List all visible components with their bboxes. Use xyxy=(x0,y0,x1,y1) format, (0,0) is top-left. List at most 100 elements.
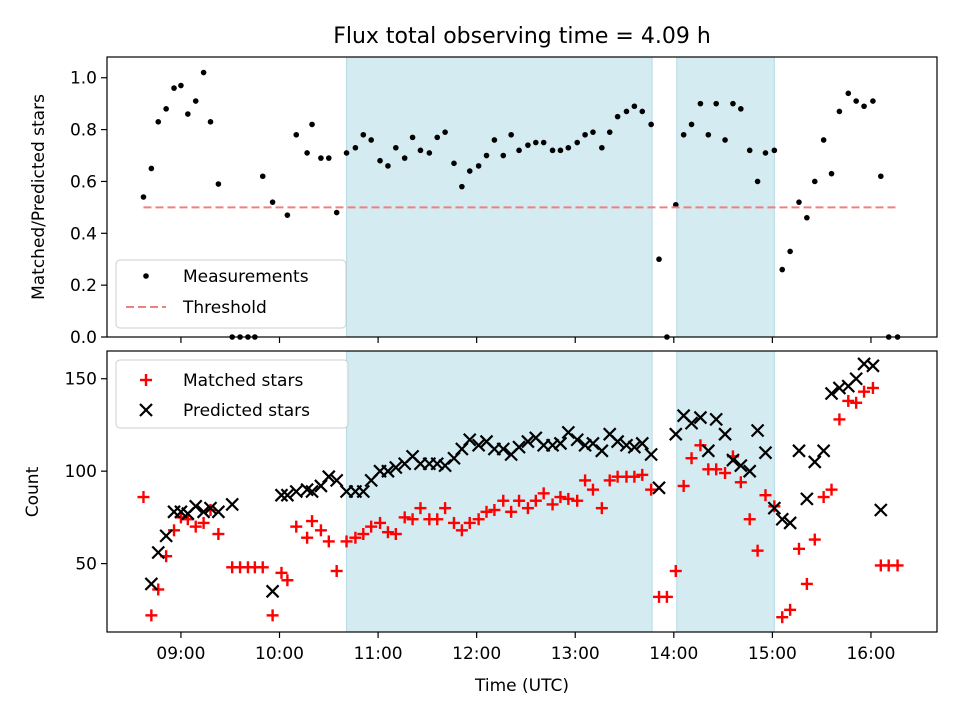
measurement-point xyxy=(475,163,482,169)
matched-star-point xyxy=(197,516,210,529)
measurement-point xyxy=(836,108,843,115)
top-legend: Measurements Threshold xyxy=(115,259,347,329)
matched-star-point xyxy=(431,513,444,526)
legend-matched-label: Matched stars xyxy=(183,371,303,391)
matched-star-point xyxy=(505,505,518,518)
predicted-star-point xyxy=(816,444,831,458)
matched-star-point xyxy=(669,564,682,577)
matched-star-point xyxy=(266,609,279,622)
chart-title: Flux total observing time = 4.09 h xyxy=(333,24,711,49)
predicted-star-point xyxy=(496,442,511,456)
measurement-point xyxy=(434,134,441,141)
bottom-legend: Matched stars Predicted stars xyxy=(115,359,349,429)
matched-star-point xyxy=(562,492,575,505)
legend-measurements-label: Measurements xyxy=(183,267,309,287)
bottom-y-axis-label: Count xyxy=(23,466,43,517)
legend-threshold-label: Threshold xyxy=(182,298,267,318)
predicted-star-point xyxy=(430,456,445,471)
predicted-star-point xyxy=(322,469,336,484)
legend-predicted-label: Predicted stars xyxy=(183,401,310,421)
x-tick-label: 09:00 xyxy=(156,644,205,664)
matched-star-point xyxy=(480,505,493,518)
measurement-point xyxy=(582,131,588,138)
top-y-tick-label: 0.8 xyxy=(70,121,97,141)
measurement-point xyxy=(730,100,736,107)
measurement-point xyxy=(192,98,199,104)
bottom-shaded-region-1 xyxy=(676,350,775,633)
bottom-data-marks xyxy=(137,357,904,624)
x-tick-label: 13:00 xyxy=(551,644,600,664)
predicted-star-point xyxy=(824,386,839,401)
predicted-star-point xyxy=(280,488,295,502)
matched-star-point xyxy=(330,564,343,577)
measurement-point xyxy=(540,139,547,146)
measurement-point xyxy=(648,121,654,128)
measurement-point xyxy=(845,90,852,97)
measurement-point xyxy=(304,150,310,156)
measurement-point xyxy=(352,144,359,151)
top-shaded-region-1 xyxy=(676,56,775,338)
matched-star-point xyxy=(784,603,797,616)
x-tick-label: 10:00 xyxy=(255,644,304,664)
x-tick-label: 14:00 xyxy=(649,644,698,664)
measurement-point xyxy=(200,69,207,76)
measurement-point xyxy=(639,108,646,115)
measurement-point xyxy=(746,147,753,154)
measurement-point xyxy=(360,131,367,138)
measurement-point xyxy=(333,209,340,216)
matched-star-point xyxy=(414,502,427,515)
matched-star-point xyxy=(381,526,394,539)
matched-star-point xyxy=(529,494,542,507)
predicted-star-point xyxy=(866,359,880,373)
predicted-star-point xyxy=(849,371,863,386)
predicted-star-point xyxy=(807,455,822,469)
predicted-star-point xyxy=(462,432,477,447)
predicted-star-point xyxy=(389,460,403,475)
measurement-point xyxy=(771,147,778,154)
legend-predicted-marker xyxy=(139,403,153,417)
matched-star-point xyxy=(817,491,830,504)
bottom-shaded-region-0 xyxy=(346,350,653,633)
matched-star-point xyxy=(275,566,288,579)
measurement-point xyxy=(417,147,424,154)
matched-star-point xyxy=(306,515,319,528)
measurement-point xyxy=(466,168,473,174)
measurement-point xyxy=(491,137,498,143)
matched-star-point xyxy=(743,513,756,526)
measurement-point xyxy=(401,155,408,161)
measurement-point xyxy=(451,160,457,167)
matched-star-point xyxy=(734,476,747,489)
matched-star-point xyxy=(759,489,772,502)
measurement-point xyxy=(215,181,222,187)
measurement-point xyxy=(284,212,291,218)
matched-star-point xyxy=(357,528,370,541)
measurement-point xyxy=(171,85,177,91)
matched-star-point xyxy=(571,494,584,507)
predicted-star-point xyxy=(758,445,773,460)
predicted-star-point xyxy=(305,484,319,499)
matched-star-point xyxy=(586,483,599,496)
measurement-point xyxy=(565,144,572,151)
matched-star-point xyxy=(439,502,452,515)
matched-star-point xyxy=(792,542,805,555)
bottom-panel: 50 100 150 09:00 10:00 11:00 12:00 13:00 14:00 1… xyxy=(23,350,938,696)
matched-star-point xyxy=(776,611,789,624)
x-tick-label: 15:00 xyxy=(748,644,797,664)
predicted-star-point xyxy=(693,410,708,425)
measurement-point xyxy=(878,173,884,180)
top-x-ticks xyxy=(180,337,872,343)
measurement-point xyxy=(713,100,719,107)
predicted-star-point xyxy=(144,577,159,591)
bottom-y-ticks: 50 100 150 xyxy=(65,370,107,575)
predicted-star-point xyxy=(718,427,732,441)
predicted-star-point xyxy=(750,423,765,438)
measurement-point xyxy=(811,178,818,185)
measurement-point xyxy=(705,131,712,138)
bottom-y-tick-label: 50 xyxy=(75,555,97,575)
matched-star-point xyxy=(365,520,378,533)
predicted-star-point xyxy=(742,464,757,478)
matched-star-point xyxy=(685,452,698,465)
measurement-point xyxy=(590,129,596,135)
predicted-star-point xyxy=(159,529,173,543)
